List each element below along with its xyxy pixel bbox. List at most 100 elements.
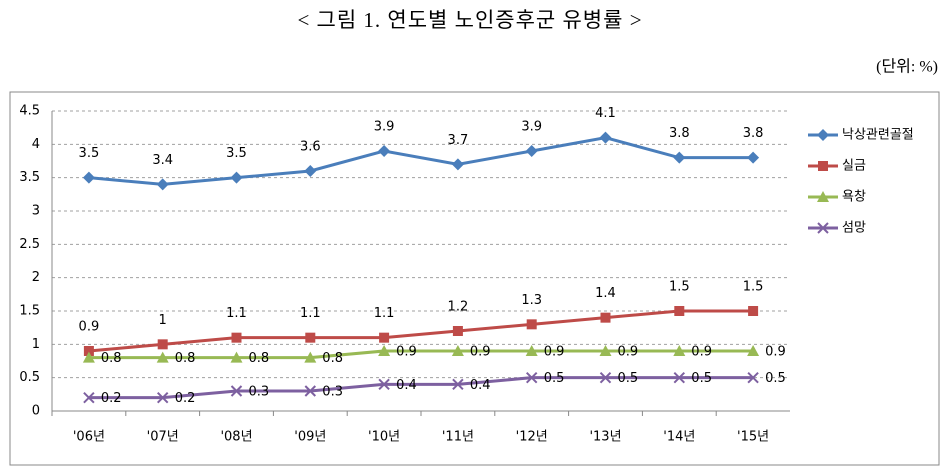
marker: [231, 332, 242, 343]
y-tick-label: 2: [32, 270, 40, 285]
x-tick-label: '07년: [147, 430, 179, 445]
marker: [156, 351, 169, 363]
marker: [156, 178, 169, 191]
data-label: 0.4: [396, 378, 417, 393]
data-label: 0.8: [175, 351, 196, 366]
marker: [673, 345, 686, 356]
data-label: 3.9: [521, 120, 542, 135]
data-label: 1.1: [300, 306, 321, 321]
marker: [600, 312, 611, 323]
marker: [451, 158, 464, 171]
marker: [305, 332, 316, 343]
data-label: 0.3: [249, 385, 270, 400]
y-tick-label: 3: [32, 204, 40, 219]
marker: [82, 171, 95, 184]
marker: [525, 345, 538, 356]
x-tick-label: '12년: [516, 430, 548, 445]
data-label: 4.1: [595, 106, 616, 121]
data-label: 3.7: [448, 133, 469, 148]
marker: [82, 351, 95, 363]
legend-label: 낙상관련골절: [842, 128, 914, 143]
data-label: 0.8: [249, 351, 270, 366]
marker: [156, 391, 169, 404]
data-label: 0.8: [101, 351, 122, 366]
marker: [747, 345, 760, 356]
data-label: 0.5: [765, 371, 786, 386]
marker: [378, 145, 391, 157]
data-label: 0.4: [470, 378, 491, 393]
data-label: 3.5: [79, 146, 100, 161]
marker: [748, 306, 759, 316]
chart-title: < 그림 1. 연도별 노인증후군 유병률 >: [297, 8, 642, 32]
x-tick-label: '15년: [737, 430, 769, 445]
marker: [157, 339, 168, 350]
x-tick-label: '14년: [663, 430, 695, 445]
marker: [378, 345, 391, 356]
data-label: 0.9: [79, 320, 100, 335]
data-label: 1.4: [595, 286, 616, 301]
marker: [304, 351, 317, 363]
data-label: 0.9: [618, 345, 639, 360]
data-label: 1.2: [448, 300, 469, 315]
marker: [817, 222, 829, 234]
data-label: 3.6: [300, 140, 321, 155]
marker: [230, 385, 243, 397]
data-label: 0.5: [691, 371, 712, 386]
marker: [674, 306, 685, 316]
marker: [230, 171, 243, 184]
data-label: 1.3: [521, 293, 542, 308]
y-tick-label: 0.5: [19, 370, 40, 385]
series-line: [88, 376, 754, 400]
data-label: 0.2: [101, 391, 122, 406]
y-tick-label: 2.5: [19, 237, 40, 252]
data-label: 0.8: [322, 351, 343, 366]
data-label: 1.1: [226, 306, 247, 321]
x-tick-label: '06년: [73, 430, 105, 445]
y-tick-label: 4.5: [19, 104, 40, 119]
data-label: 3.9: [374, 120, 395, 135]
marker: [673, 371, 686, 384]
legend-label: 섬망: [842, 221, 866, 236]
y-tick-label: 4: [32, 137, 40, 152]
data-label: 3.8: [669, 126, 690, 141]
marker: [817, 129, 829, 141]
data-label: 0.9: [765, 345, 786, 360]
series-line: [88, 136, 754, 186]
data-label: 0.9: [544, 345, 565, 360]
marker: [378, 378, 390, 391]
y-tick-label: 1: [32, 337, 40, 352]
data-label: 0.9: [470, 345, 491, 360]
marker: [817, 191, 829, 202]
series-line: [88, 349, 754, 360]
legend-label: 욕창: [842, 190, 866, 205]
data-label: 3.4: [152, 153, 173, 168]
marker: [83, 391, 95, 404]
data-label: 1.5: [669, 280, 690, 295]
marker: [83, 346, 94, 356]
marker: [747, 371, 759, 384]
unit-label: (단위: %): [876, 58, 938, 76]
y-tick-label: 3.5: [19, 170, 40, 185]
marker: [525, 371, 538, 384]
data-label: 0.5: [618, 371, 639, 386]
marker: [379, 332, 390, 343]
data-label: 1: [159, 313, 167, 328]
marker: [304, 165, 317, 177]
legend-label: 실금: [842, 159, 866, 174]
marker: [599, 345, 612, 356]
data-label: 0.9: [396, 345, 417, 360]
marker: [747, 151, 760, 164]
data-label: 0.3: [322, 385, 343, 400]
x-tick-label: '08년: [220, 430, 252, 445]
marker: [525, 145, 538, 157]
x-tick-label: '10년: [368, 430, 400, 445]
y-tick-label: 0: [32, 404, 40, 419]
y-tick-label: 1.5: [19, 304, 40, 319]
data-label: 1.1: [374, 306, 395, 321]
marker: [526, 319, 537, 330]
marker: [599, 371, 612, 384]
marker: [452, 326, 463, 336]
x-tick-label: '11년: [442, 430, 474, 445]
data-label: 0.9: [691, 345, 712, 360]
